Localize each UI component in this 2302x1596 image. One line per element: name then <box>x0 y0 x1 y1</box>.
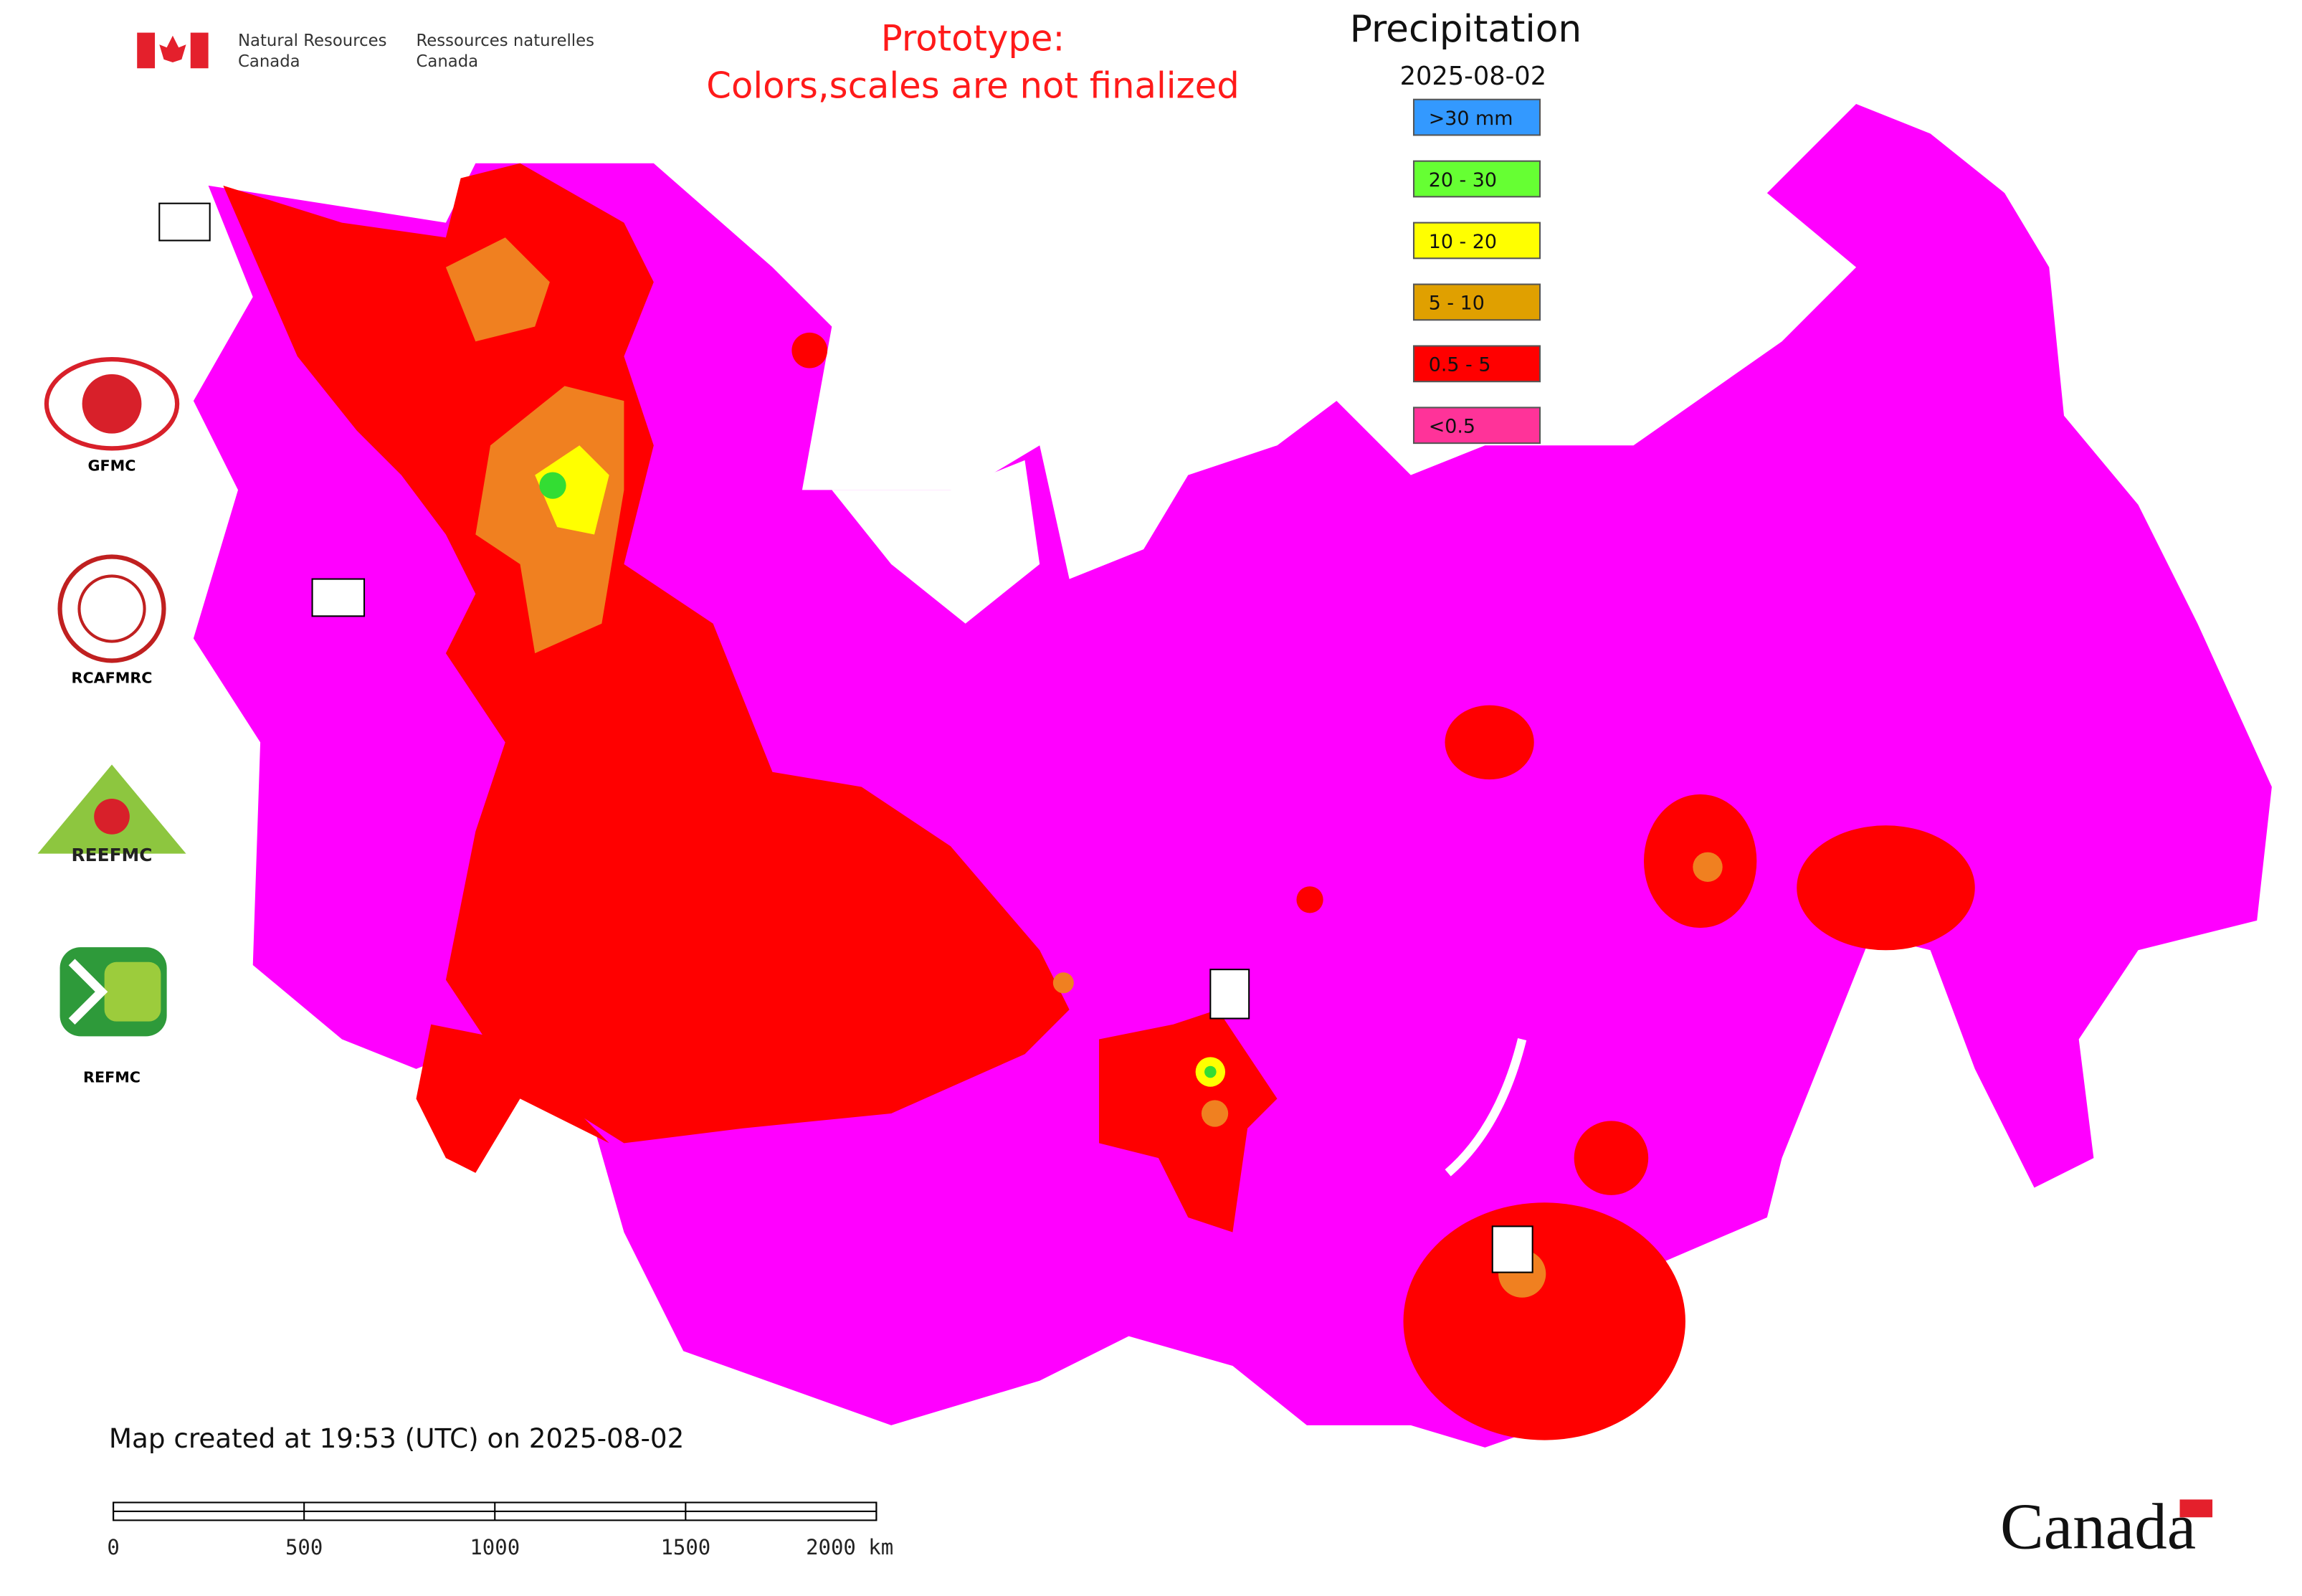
legend-swatch <box>1412 345 1541 383</box>
zone-20-to-30 <box>1204 1065 1217 1078</box>
legend-swatch <box>1412 222 1541 260</box>
canada-flag <box>137 32 209 69</box>
zone-0-5-to-5 <box>791 332 828 369</box>
gfmc-logo <box>44 357 180 451</box>
legend-swatch <box>1412 160 1541 198</box>
creation-note: Map created at 19:53 (UTC) on 2025-08-02 <box>109 1422 684 1454</box>
scale-label: 0 <box>107 1535 119 1559</box>
prototype-notice: Colors,scales are not finalized <box>706 65 1239 107</box>
legend-label: 10 - 20 <box>1429 231 1497 253</box>
legend-date: 2025-08-02 <box>1400 62 1547 91</box>
zone-5-to-10 <box>1052 972 1074 994</box>
zone-20-to-30 <box>539 472 566 499</box>
legend-title: Precipitation <box>1350 8 1582 51</box>
logo-label: REEFMC <box>72 845 153 865</box>
legend-label: 5 - 10 <box>1429 293 1485 315</box>
zone-0-5-to-5 <box>1574 1121 1649 1195</box>
lake-baikal <box>1445 1037 1527 1177</box>
department-name: Canada <box>238 52 300 71</box>
zone-5-to-10 <box>1201 1100 1229 1127</box>
legend-swatch <box>1412 407 1541 445</box>
department-name: Canada <box>417 52 479 71</box>
scale-label: 2000 km <box>806 1535 893 1559</box>
wordmark-flag <box>2179 1499 2213 1518</box>
zone-0-5-to-5 <box>1099 1010 1278 1232</box>
zone-0-5-to-5 <box>223 163 1070 1144</box>
scale-label: 1000 <box>470 1535 520 1559</box>
department-name: Natural Resources <box>238 32 386 50</box>
prototype-notice: Prototype: <box>881 17 1065 59</box>
zone-0-5-to-5 <box>416 1024 609 1173</box>
logo-label: GFMC <box>88 457 136 474</box>
reefmc-logo-flame <box>94 799 130 835</box>
zone-0-5-to-5 <box>1797 825 1975 951</box>
legend-label: 0.5 - 5 <box>1429 354 1491 376</box>
department-name: Ressources naturelles <box>417 32 594 50</box>
refmc-logo <box>60 947 167 1037</box>
station-icon <box>158 202 211 242</box>
scale-bar: 0 500 1000 1500 2000 km <box>107 1501 893 1559</box>
zone-0-5-to-5 <box>1296 886 1323 913</box>
station-icon <box>1491 1225 1533 1273</box>
sea <box>832 460 1040 624</box>
logo-label: RCAFMRC <box>72 670 153 687</box>
zone-10-to-20 <box>535 445 609 535</box>
legend-label: 20 - 30 <box>1429 169 1497 191</box>
legend: >30 mm 20 - 30 10 - 20 5 - 10 0.5 - 5 <0.5 <box>1412 98 1541 445</box>
legend-swatch <box>1412 283 1541 321</box>
legend-swatch <box>1412 98 1541 136</box>
station-icon <box>1209 969 1250 1020</box>
zone-0-5-to-5 <box>1445 705 1534 780</box>
legend-label: >30 mm <box>1429 108 1513 130</box>
canada-wordmark: Canada <box>2000 1491 2196 1563</box>
scale-label: 500 <box>285 1535 323 1559</box>
legend-label: <0.5 <box>1429 416 1475 438</box>
scale-label: 1500 <box>660 1535 710 1559</box>
zone-5-to-10 <box>1693 852 1723 882</box>
logo-label: REFMC <box>83 1069 141 1086</box>
zone-5-to-10 <box>445 237 550 342</box>
station-icon <box>311 578 366 617</box>
zone-0-5-to-5 <box>1403 1202 1685 1440</box>
rcafmrc-logo <box>57 554 166 663</box>
